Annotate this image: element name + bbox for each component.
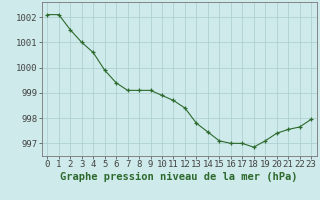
X-axis label: Graphe pression niveau de la mer (hPa): Graphe pression niveau de la mer (hPa) xyxy=(60,172,298,182)
